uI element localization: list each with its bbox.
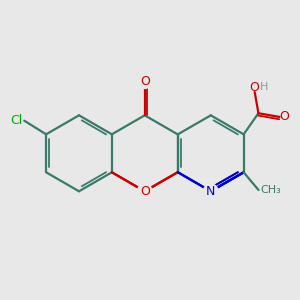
- Text: H: H: [260, 82, 268, 92]
- Text: O: O: [279, 110, 289, 123]
- Text: O: O: [140, 185, 150, 198]
- Circle shape: [137, 184, 152, 199]
- Circle shape: [137, 74, 152, 88]
- Text: Cl: Cl: [11, 114, 22, 127]
- Text: CH₃: CH₃: [260, 185, 281, 195]
- Text: O: O: [249, 81, 259, 94]
- Text: O: O: [140, 75, 150, 88]
- Text: N: N: [206, 185, 215, 198]
- Circle shape: [203, 184, 218, 199]
